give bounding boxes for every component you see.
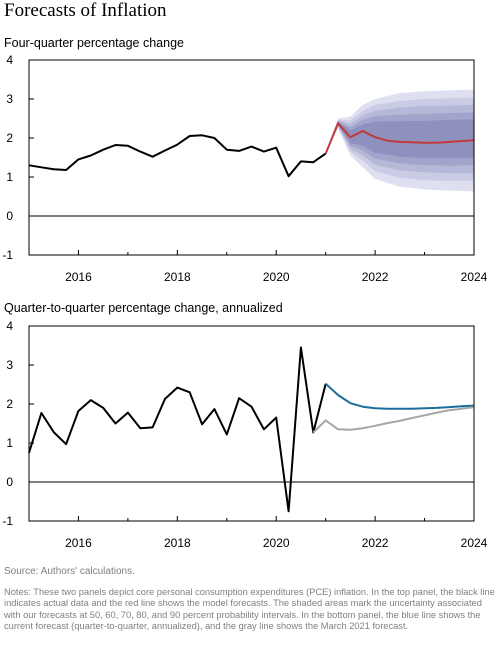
source-note: Source: Authors' calculations. bbox=[4, 566, 135, 577]
four-quarter-chart: -1 0 1 2 3 4 2016 2018 2020 2022 2024 bbox=[2, 53, 488, 284]
y-tick-label: 3 bbox=[6, 92, 13, 106]
plot-frame bbox=[28, 59, 475, 256]
current-forecast-series-line bbox=[325, 382, 475, 410]
y-tick-label: 4 bbox=[6, 319, 13, 333]
y-tick-label: 0 bbox=[6, 475, 13, 489]
y-tick-label: 1 bbox=[6, 170, 13, 184]
x-tick-label: 2018 bbox=[164, 270, 191, 284]
y-tick-label: 2 bbox=[6, 397, 13, 411]
quarter-to-quarter-chart: -1 0 1 2 3 4 2016 2018 2020 2022 2024 bbox=[2, 319, 488, 550]
x-tick-label: 2018 bbox=[164, 536, 191, 550]
x-tick-label: 2020 bbox=[263, 270, 290, 284]
forecast-series-line bbox=[324, 122, 475, 154]
x-tick-label: 2016 bbox=[65, 536, 92, 550]
notes-text: Notes: These two panels depict core pers… bbox=[4, 587, 495, 632]
x-tick-label: 2022 bbox=[362, 270, 389, 284]
plot-frame bbox=[28, 325, 475, 522]
y-tick-label: -1 bbox=[2, 514, 13, 528]
y-tick-label: 4 bbox=[6, 53, 13, 67]
top-panel-title: Four-quarter percentage change bbox=[4, 36, 184, 50]
band-50 bbox=[325, 119, 474, 159]
page-title: Forecasts of Inflation bbox=[4, 0, 167, 21]
y-tick-label: -1 bbox=[2, 248, 13, 262]
march-2021-forecast-series-line bbox=[312, 406, 475, 434]
x-tick-label: 2024 bbox=[461, 536, 488, 550]
y-tick-label: 3 bbox=[6, 358, 13, 372]
x-tick-label: 2016 bbox=[65, 270, 92, 284]
bottom-panel-title: Quarter-to-quarter percentage change, an… bbox=[4, 301, 283, 315]
actual-series-line bbox=[28, 134, 327, 178]
y-tick-label: 2 bbox=[6, 131, 13, 145]
x-tick-label: 2024 bbox=[461, 270, 488, 284]
y-tick-label: 0 bbox=[6, 209, 13, 223]
actual-series-line bbox=[28, 346, 327, 513]
x-tick-label: 2022 bbox=[362, 536, 389, 550]
x-tick-label: 2020 bbox=[263, 536, 290, 550]
y-tick-label: 1 bbox=[6, 436, 13, 450]
